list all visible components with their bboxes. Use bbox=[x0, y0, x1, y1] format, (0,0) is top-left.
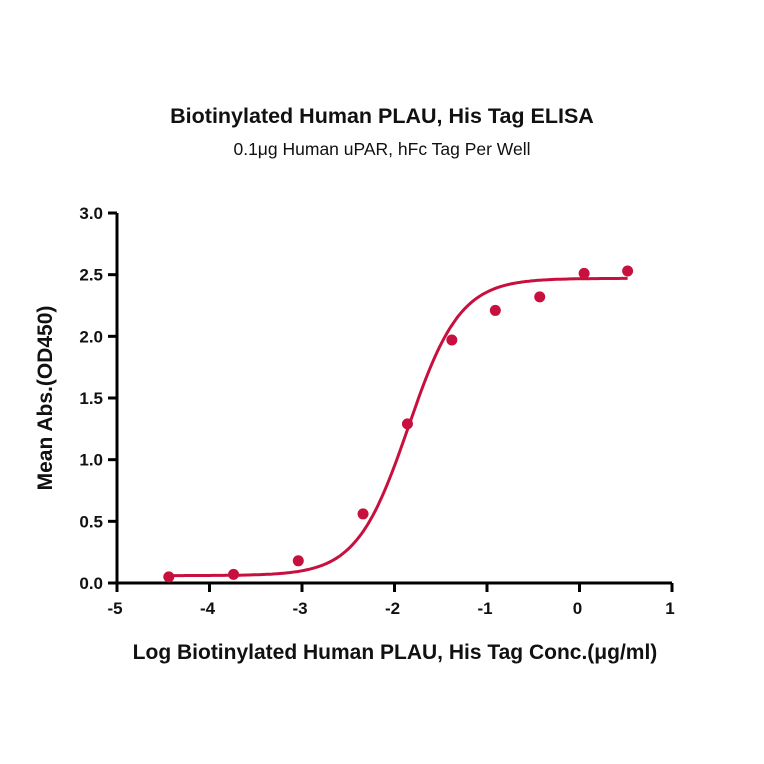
x-tick-label: -3 bbox=[292, 599, 307, 618]
y-axis-label: Mean Abs.(OD450) bbox=[34, 306, 57, 491]
y-tick-label: 1.5 bbox=[79, 389, 103, 408]
data-point bbox=[446, 334, 458, 346]
data-point bbox=[163, 571, 175, 583]
y-tick-label: 2.5 bbox=[79, 266, 103, 285]
y-tick-label: 3.0 bbox=[79, 204, 103, 223]
y-tick-label: 1.0 bbox=[79, 451, 103, 470]
axes: 0.0 0.5 1.0 1.5 2.0 2.5 3.0 -5 -4 -3 -2 -1 0 1 bbox=[79, 204, 674, 618]
data-point bbox=[228, 568, 240, 580]
x-tick-label: -1 bbox=[477, 599, 492, 618]
chart-subtitle: 0.1μg Human uPAR, hFc Tag Per Well bbox=[233, 139, 531, 159]
data-point bbox=[578, 267, 590, 279]
data-points bbox=[163, 265, 634, 583]
chart-title: Biotinylated Human PLAU, His Tag ELISA bbox=[170, 104, 594, 128]
x-tick-label: -5 bbox=[107, 599, 122, 618]
data-point bbox=[622, 265, 634, 277]
y-tick-label: 2.0 bbox=[79, 327, 103, 346]
x-tick-label: -4 bbox=[200, 599, 216, 618]
fit-curve bbox=[168, 276, 628, 578]
y-tick-label: 0.0 bbox=[79, 574, 103, 593]
data-point bbox=[489, 304, 501, 316]
data-point bbox=[534, 291, 546, 303]
data-point bbox=[401, 418, 413, 430]
x-tick-label: 1 bbox=[665, 599, 674, 618]
y-tick-label: 0.5 bbox=[79, 512, 103, 531]
x-tick-label: -2 bbox=[385, 599, 400, 618]
x-axis-label: Log Biotinylated Human PLAU, His Tag Con… bbox=[133, 641, 658, 664]
data-point bbox=[292, 555, 304, 567]
data-point bbox=[357, 508, 369, 520]
x-tick-label: 0 bbox=[573, 599, 582, 618]
